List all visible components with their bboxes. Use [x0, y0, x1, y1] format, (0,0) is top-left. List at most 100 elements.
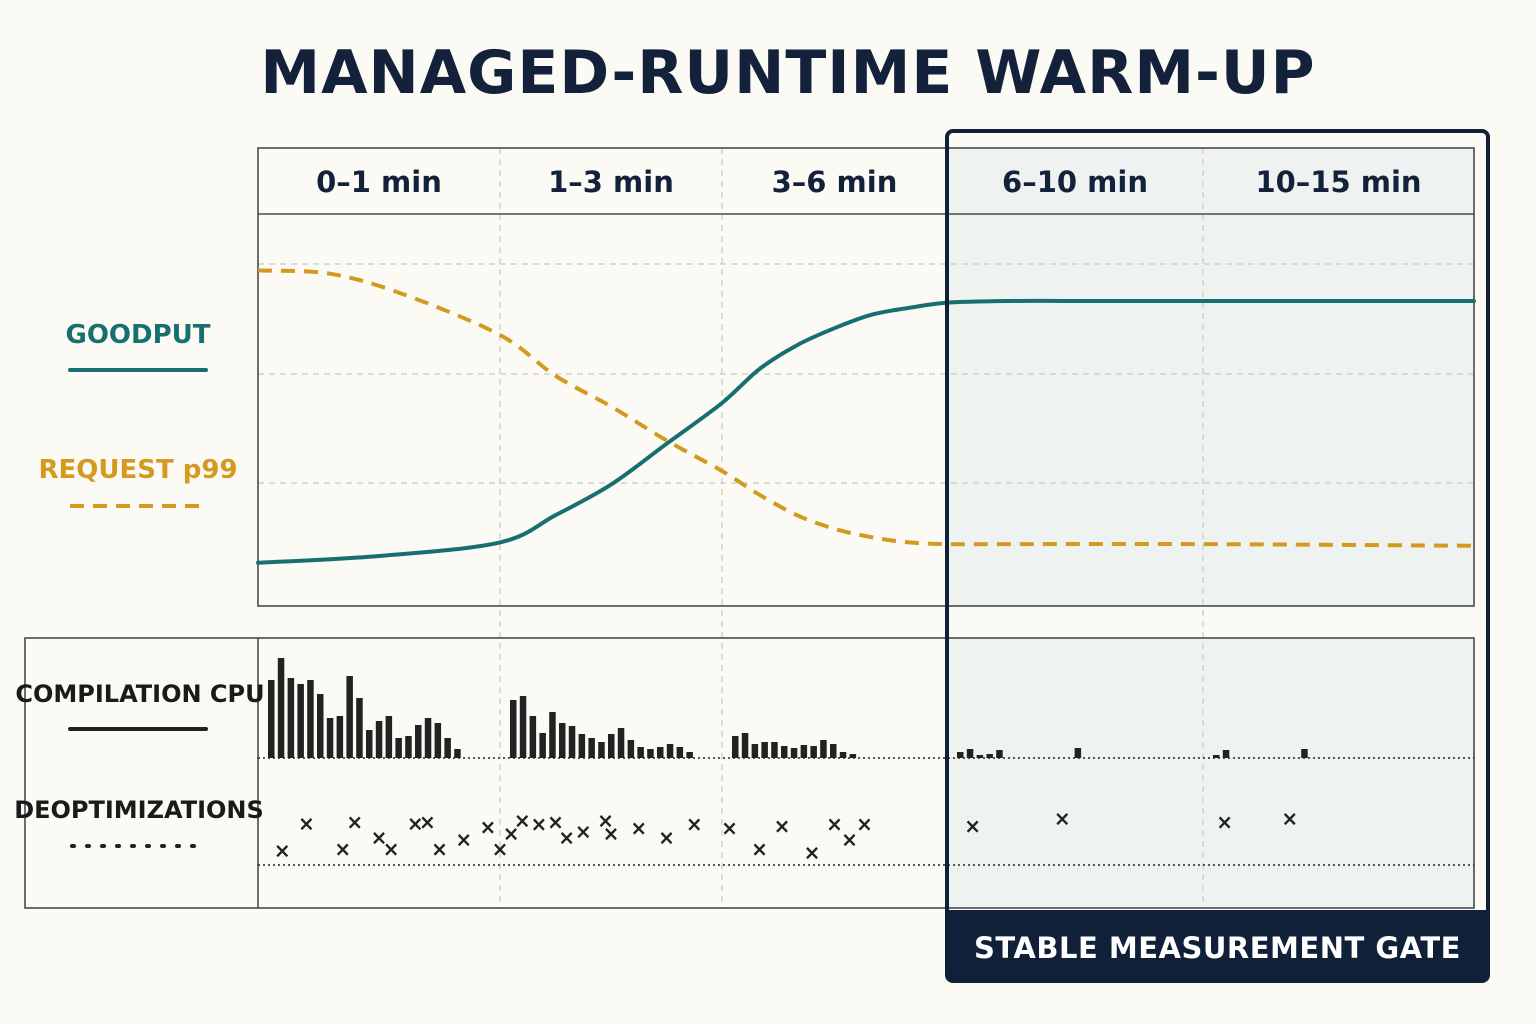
cpu-bar [761, 742, 768, 758]
cpu-bar [996, 750, 1003, 758]
deopt-marker: × [1216, 810, 1233, 834]
deopt-marker: × [856, 812, 873, 836]
cpu-bar [415, 725, 422, 758]
cpu-bar [986, 754, 993, 758]
cpu-bar [326, 718, 334, 758]
deopt-marker: × [455, 827, 472, 851]
legend-deopt-label: DEOPTIMIZATIONS [14, 796, 264, 824]
deopt-marker: × [804, 841, 821, 865]
cpu-bar [336, 716, 344, 758]
cpu-bar [529, 716, 537, 758]
cpu-bar [657, 747, 664, 758]
gate-banner [947, 910, 1488, 981]
legend-cpu-label: COMPILATION CPU [15, 680, 264, 708]
deopt-marker: × [383, 837, 400, 861]
cpu-bar [317, 694, 324, 758]
cpu-bar [647, 749, 654, 758]
phase-header-4: 10–15 min [1255, 165, 1421, 199]
cpu-bar [751, 744, 759, 758]
cpu-bar [385, 716, 393, 758]
deopt-marker: × [841, 827, 858, 851]
phase-header-1: 1–3 min [548, 165, 674, 199]
cpu-bar [957, 752, 964, 758]
deopt-marker: × [346, 810, 363, 834]
cpu-bar [549, 712, 556, 758]
deopt-marker: × [1281, 806, 1298, 830]
cpu-bar [617, 728, 625, 758]
deopt-marker: × [658, 825, 675, 849]
cpu-bar [676, 747, 684, 758]
series-line-1 [257, 268, 1475, 548]
deopt-marker: × [503, 822, 520, 846]
legend-p99-label: REQUEST p99 [38, 455, 237, 485]
cpu-bar [375, 721, 383, 758]
deopt-marker: × [826, 812, 843, 836]
deopt-marker: × [964, 814, 981, 838]
cpu-bar [434, 723, 442, 758]
cpu-bar [444, 738, 451, 758]
deopt-marker: × [480, 815, 497, 839]
chart-title: MANAGED-RUNTIME WARM-UP [260, 38, 1315, 108]
deopt-marker: × [558, 825, 575, 849]
legend-goodput-label: GOODPUT [65, 320, 210, 350]
deopt-marker: × [298, 811, 315, 835]
cpu-bar [1222, 750, 1230, 758]
cpu-bar [608, 734, 615, 758]
cpu-bar [849, 754, 857, 758]
cpu-bar [297, 684, 304, 758]
cpu-bar [800, 745, 808, 758]
deopt-marker: × [630, 816, 647, 840]
deopt-marker: × [597, 808, 614, 832]
phase-header-3: 6–10 min [1002, 165, 1148, 199]
cpu-bar [568, 726, 576, 758]
cpu-bar [519, 696, 527, 758]
cpu-bar [268, 680, 275, 758]
cpu-bar [598, 742, 605, 758]
cpu-bar [1301, 749, 1308, 758]
deopt-marker: × [492, 837, 509, 861]
cpu-bar [287, 678, 295, 758]
gate-label: STABLE MEASUREMENT GATE [974, 931, 1461, 965]
cpu-bar [588, 738, 595, 758]
deopt-marker: × [1054, 806, 1071, 830]
cpu-bar [1213, 755, 1220, 758]
deopt-marker: × [751, 837, 768, 861]
deopt-marker: × [530, 812, 547, 836]
gate-fill-lower [947, 638, 1474, 908]
deopt-marker: × [686, 812, 703, 836]
cpu-bar [539, 733, 546, 758]
activity-frame [24, 637, 1475, 909]
series-line-0 [256, 298, 1476, 565]
cpu-bar [810, 746, 817, 758]
gate-fill-upper [947, 148, 1474, 606]
deopt-marker: × [371, 825, 388, 849]
deopt-marker: × [334, 837, 351, 861]
cpu-bar [559, 723, 566, 758]
cpu-bar [395, 738, 402, 758]
cpu-bar [405, 736, 412, 758]
cpu-bar [771, 742, 778, 758]
cpu-bar [1074, 748, 1082, 758]
cpu-bar [790, 748, 798, 758]
deopt-marker: × [419, 810, 436, 834]
cpu-bar [839, 752, 847, 758]
deopt-marker: × [774, 814, 791, 838]
cpu-bar [366, 730, 373, 758]
cpu-bar [966, 749, 974, 758]
deopt-marker: × [514, 808, 531, 832]
cpu-bar [346, 676, 353, 758]
cpu-bar [307, 680, 314, 758]
deopt-marker: × [431, 837, 448, 861]
deopt-marker: × [721, 816, 738, 840]
cpu-bar [277, 658, 285, 758]
cpu-bar [976, 755, 984, 758]
cpu-bar [627, 740, 635, 758]
cpu-bar [820, 740, 827, 758]
cpu-bar [454, 749, 461, 758]
cpu-bar [741, 733, 749, 758]
cpu-bar [578, 734, 586, 758]
cpu-bar [830, 744, 837, 758]
cpu-bar [424, 718, 432, 758]
cpu-bar [686, 752, 693, 758]
